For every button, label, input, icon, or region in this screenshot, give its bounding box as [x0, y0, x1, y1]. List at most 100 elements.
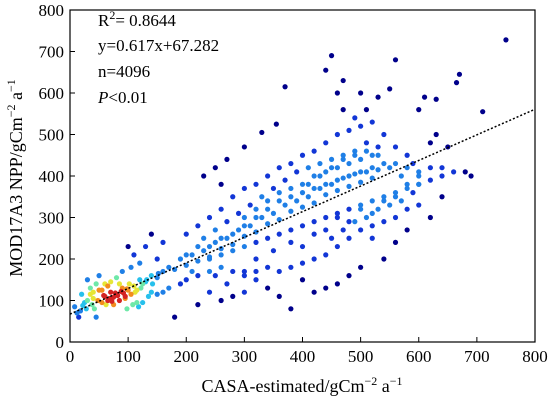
scatter-point: [375, 206, 381, 212]
scatter-point: [456, 71, 463, 77]
scatter-point: [375, 94, 381, 100]
scatter-point: [195, 273, 201, 279]
scatter-point: [253, 277, 259, 283]
scatter-point: [311, 219, 317, 225]
scatter-point: [218, 264, 224, 270]
scatter-point: [276, 216, 282, 223]
scatter-point: [288, 208, 294, 214]
scatter-point: [218, 235, 224, 241]
scatter-point: [276, 198, 282, 204]
scatter-point: [404, 227, 410, 233]
scatter-point: [381, 194, 387, 200]
y-tick-label: 100: [39, 292, 65, 311]
scatter-point: [299, 204, 306, 210]
scatter-point: [118, 288, 124, 294]
scatter-point: [392, 190, 399, 196]
x-tick-label: 700: [464, 347, 490, 366]
scatter-point: [241, 273, 247, 279]
scatter-point: [311, 289, 317, 295]
scatter-point: [381, 219, 387, 225]
scatter-point: [346, 235, 352, 241]
y-tick-label: 600: [39, 84, 65, 103]
scatter-point: [323, 140, 329, 146]
scatter-point: [137, 277, 143, 283]
scatter-point: [265, 221, 271, 227]
scatter-point: [352, 171, 358, 177]
scatter-point: [299, 243, 306, 250]
scatter-point: [177, 256, 184, 262]
scatter-point: [218, 297, 224, 304]
scatter-point: [346, 183, 352, 189]
scatter-point: [145, 293, 152, 299]
scatter-point: [212, 273, 218, 279]
scatter-point: [189, 252, 195, 258]
scatter-point: [480, 109, 486, 115]
scatter-point: [247, 223, 253, 229]
scatter-point: [363, 148, 370, 154]
scatter-point: [206, 268, 213, 275]
scatter-point: [323, 169, 329, 175]
scatter-point: [224, 156, 230, 162]
scatter-point: [166, 285, 172, 291]
scatter-point: [230, 293, 236, 299]
scatter-point: [116, 281, 123, 287]
scatter-point: [404, 152, 410, 158]
scatter-point: [206, 243, 213, 250]
scatter-point: [340, 107, 346, 113]
scatter-point: [311, 231, 317, 237]
sample-count: n=4096: [98, 62, 150, 81]
scatter-point: [299, 223, 306, 229]
scatter-point: [230, 231, 236, 237]
scatter-point: [108, 289, 114, 295]
scatter-point: [369, 175, 375, 181]
scatter-point: [323, 285, 329, 291]
regression-equation: y=0.617x+67.282: [98, 36, 219, 55]
scatter-point: [212, 165, 218, 171]
scatter-point: [183, 277, 189, 283]
scatter-point: [230, 268, 236, 275]
scatter-point: [218, 252, 224, 258]
scatter-point: [282, 202, 288, 208]
scatter-point: [76, 314, 82, 320]
scatter-point: [346, 219, 352, 225]
scatter-point: [201, 235, 207, 241]
scatter-point: [421, 94, 428, 100]
scatter-point: [270, 248, 277, 254]
scatter-point: [305, 181, 311, 187]
scatter-point: [334, 165, 340, 171]
scatter-point: [369, 152, 375, 158]
y-axis-ticks: 0 100 200 300 400 500 600 700 800: [39, 1, 75, 352]
scatter-point: [433, 131, 439, 138]
scatter-point: [358, 123, 364, 129]
scatter-point: [282, 177, 288, 183]
scatter-point: [340, 156, 346, 162]
scatter-point: [99, 287, 105, 293]
scatter-point: [276, 231, 282, 237]
scatter-point: [369, 223, 375, 229]
scatter-point: [195, 258, 201, 264]
scatter-point: [453, 80, 460, 86]
scatter-point: [265, 285, 271, 291]
scatter-point: [375, 167, 381, 173]
scatter-point: [102, 293, 108, 299]
scatter-point: [404, 185, 410, 192]
y-tick-label: 800: [39, 1, 65, 20]
scatter-point: [363, 214, 370, 221]
x-axis-ticks: 0 100 200 300 400 500 600 700 800: [66, 337, 548, 366]
scatter-point: [288, 306, 294, 312]
scatter-point: [433, 96, 439, 102]
x-tick-label: 600: [406, 347, 432, 366]
scatter-point: [305, 165, 311, 171]
scatter-point: [124, 306, 130, 312]
scatter-point: [392, 214, 399, 221]
scatter-point: [358, 227, 364, 233]
scatter-point: [130, 302, 136, 308]
scatter-point: [439, 194, 445, 200]
scatter-point: [93, 314, 99, 320]
scatter-point: [387, 86, 393, 92]
scatter-point: [108, 279, 114, 285]
scatter-point: [105, 283, 111, 289]
scatter-point: [288, 239, 294, 245]
scatter-point: [265, 206, 271, 212]
scatter-point: [206, 289, 213, 295]
